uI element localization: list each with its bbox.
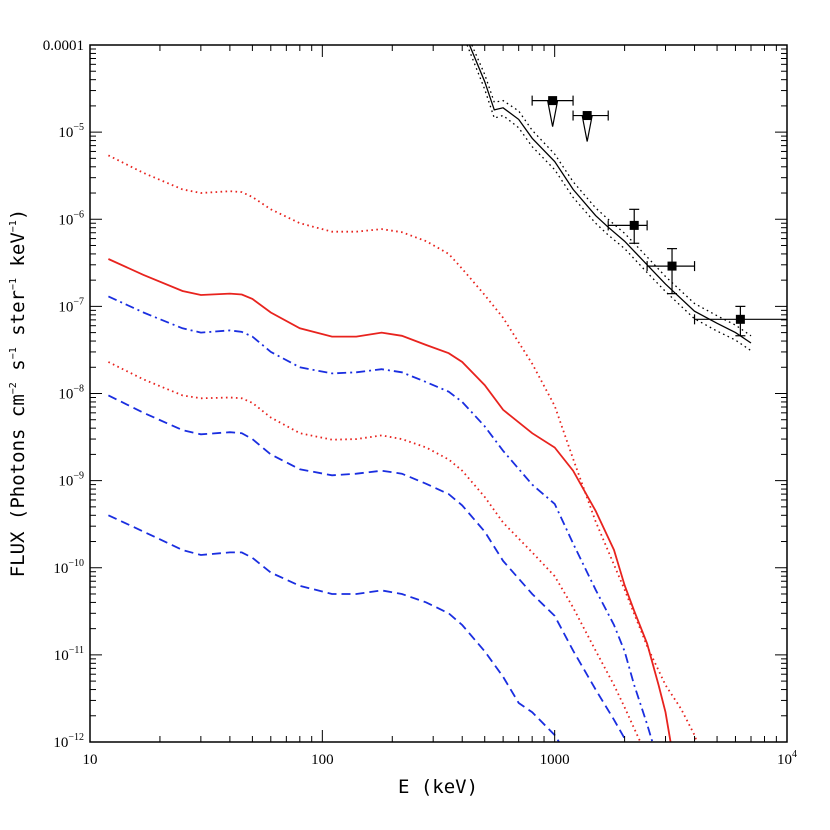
y-tick-label-5: 10−8 bbox=[58, 384, 84, 403]
data-points-layer bbox=[531, 95, 787, 337]
data-point-2 bbox=[572, 110, 609, 142]
y-tick-label-8: 10−11 bbox=[54, 645, 84, 664]
series-line-9-black-dotted bbox=[466, 45, 752, 352]
series-line-5-blue-dashed bbox=[108, 394, 628, 742]
plot-frame bbox=[89, 44, 788, 743]
data-point-marker bbox=[735, 314, 745, 324]
y-tick-label-9: 10−12 bbox=[53, 732, 84, 751]
series-line-3-blue-dashdot bbox=[108, 295, 654, 742]
x-axis-label: E (keV) bbox=[398, 776, 478, 798]
x-tick-label-3: 1000 bbox=[540, 752, 570, 768]
data-point-3 bbox=[607, 208, 648, 244]
x-tick-label-1: 10 bbox=[83, 752, 98, 768]
y-tick-label-3: 10−6 bbox=[58, 209, 84, 228]
data-point-marker bbox=[629, 220, 639, 230]
series-line-4-red-dotted bbox=[108, 361, 642, 742]
y-tick-label-7: 10−10 bbox=[53, 558, 84, 577]
x-tick-label-4: 104 bbox=[777, 749, 797, 768]
tick-labels: 10 100 1000 104 0.0001 10−5 10−6 10−7 10−8 10−9 10… bbox=[43, 38, 797, 768]
data-point-marker bbox=[667, 261, 677, 271]
data-point-marker bbox=[582, 111, 592, 121]
data-point-marker bbox=[548, 96, 558, 106]
series-line-7-black-solid bbox=[468, 45, 752, 344]
series-line-6-blue-dashed bbox=[108, 514, 561, 742]
series-layer bbox=[107, 45, 752, 742]
data-point-4 bbox=[646, 248, 696, 295]
y-tick-label-6: 10−9 bbox=[58, 471, 84, 490]
data-point-1 bbox=[531, 95, 574, 127]
series-line-8-black-dotted bbox=[471, 45, 752, 337]
y-tick-label-1: 0.0001 bbox=[43, 38, 84, 54]
series-line-1-red-dotted bbox=[107, 154, 698, 742]
y-tick-label-2: 10−5 bbox=[58, 122, 84, 141]
x-tick-label-2: 100 bbox=[311, 752, 334, 768]
data-point-5 bbox=[693, 305, 787, 337]
y-axis-label: FLUX (Photons cm−2 s−1 ster−1 keV−1) bbox=[7, 209, 29, 578]
y-tick-label-4: 10−7 bbox=[58, 296, 84, 315]
series-line-2-red-solid bbox=[108, 258, 672, 742]
axis-ticks bbox=[90, 45, 787, 742]
